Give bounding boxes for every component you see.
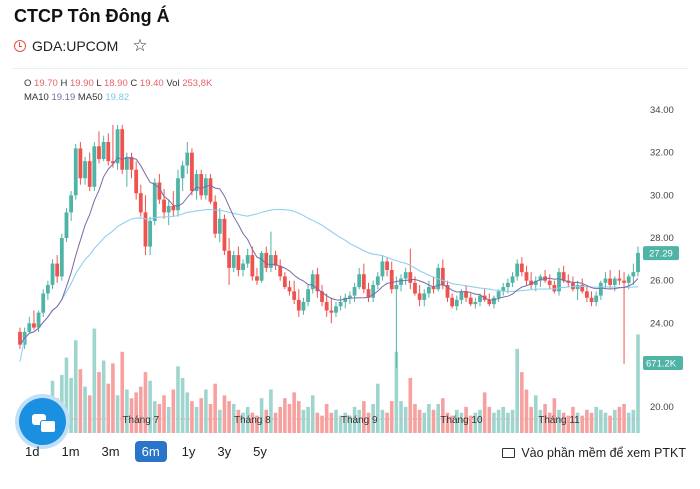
chat-button[interactable] — [19, 398, 66, 445]
ma50-value: 19.82 — [105, 92, 130, 103]
low-value: 18.90 — [103, 78, 128, 89]
ma-legend: MA10 19.19 MA50 19.82 — [24, 92, 130, 103]
company-title: CTCP Tôn Đông Á — [14, 6, 170, 26]
open-ptkt-link[interactable]: Vào phần mềm để xem PTKT — [502, 446, 686, 460]
volume-value: 253,8K — [182, 78, 213, 89]
open-value: 19.70 — [34, 78, 58, 89]
clock-icon — [14, 40, 26, 52]
star-icon[interactable]: ☆ — [132, 36, 148, 55]
range-button-3y[interactable]: 3y — [217, 444, 232, 459]
ticker-symbol: GDA:UPCOM — [32, 38, 119, 54]
chart-area[interactable] — [12, 68, 688, 439]
range-button-1y[interactable]: 1y — [181, 444, 196, 459]
close-value: 19.40 — [139, 78, 164, 89]
range-button-6m[interactable]: 6m — [134, 441, 167, 462]
range-button-1d[interactable]: 1d — [25, 444, 40, 459]
chat-icon — [31, 413, 56, 433]
ptkt-label: Vào phần mềm để xem PTKT — [521, 446, 686, 460]
range-button-5y[interactable]: 5y — [253, 444, 267, 459]
ma10-value: 19.19 — [51, 92, 76, 103]
ticker-row: GDA:UPCOM ☆ — [14, 36, 148, 55]
range-selector: 1d 1m 3m 6m 1y 3y 5y — [18, 441, 274, 462]
ohlc-legend: O 19.70 H 19.90 L 18.90 C 19.40 Vol 253,… — [24, 78, 213, 89]
range-button-3m[interactable]: 3m — [101, 444, 120, 459]
range-button-1m[interactable]: 1m — [61, 444, 80, 459]
high-value: 19.90 — [69, 78, 94, 89]
monitor-icon — [502, 448, 516, 458]
